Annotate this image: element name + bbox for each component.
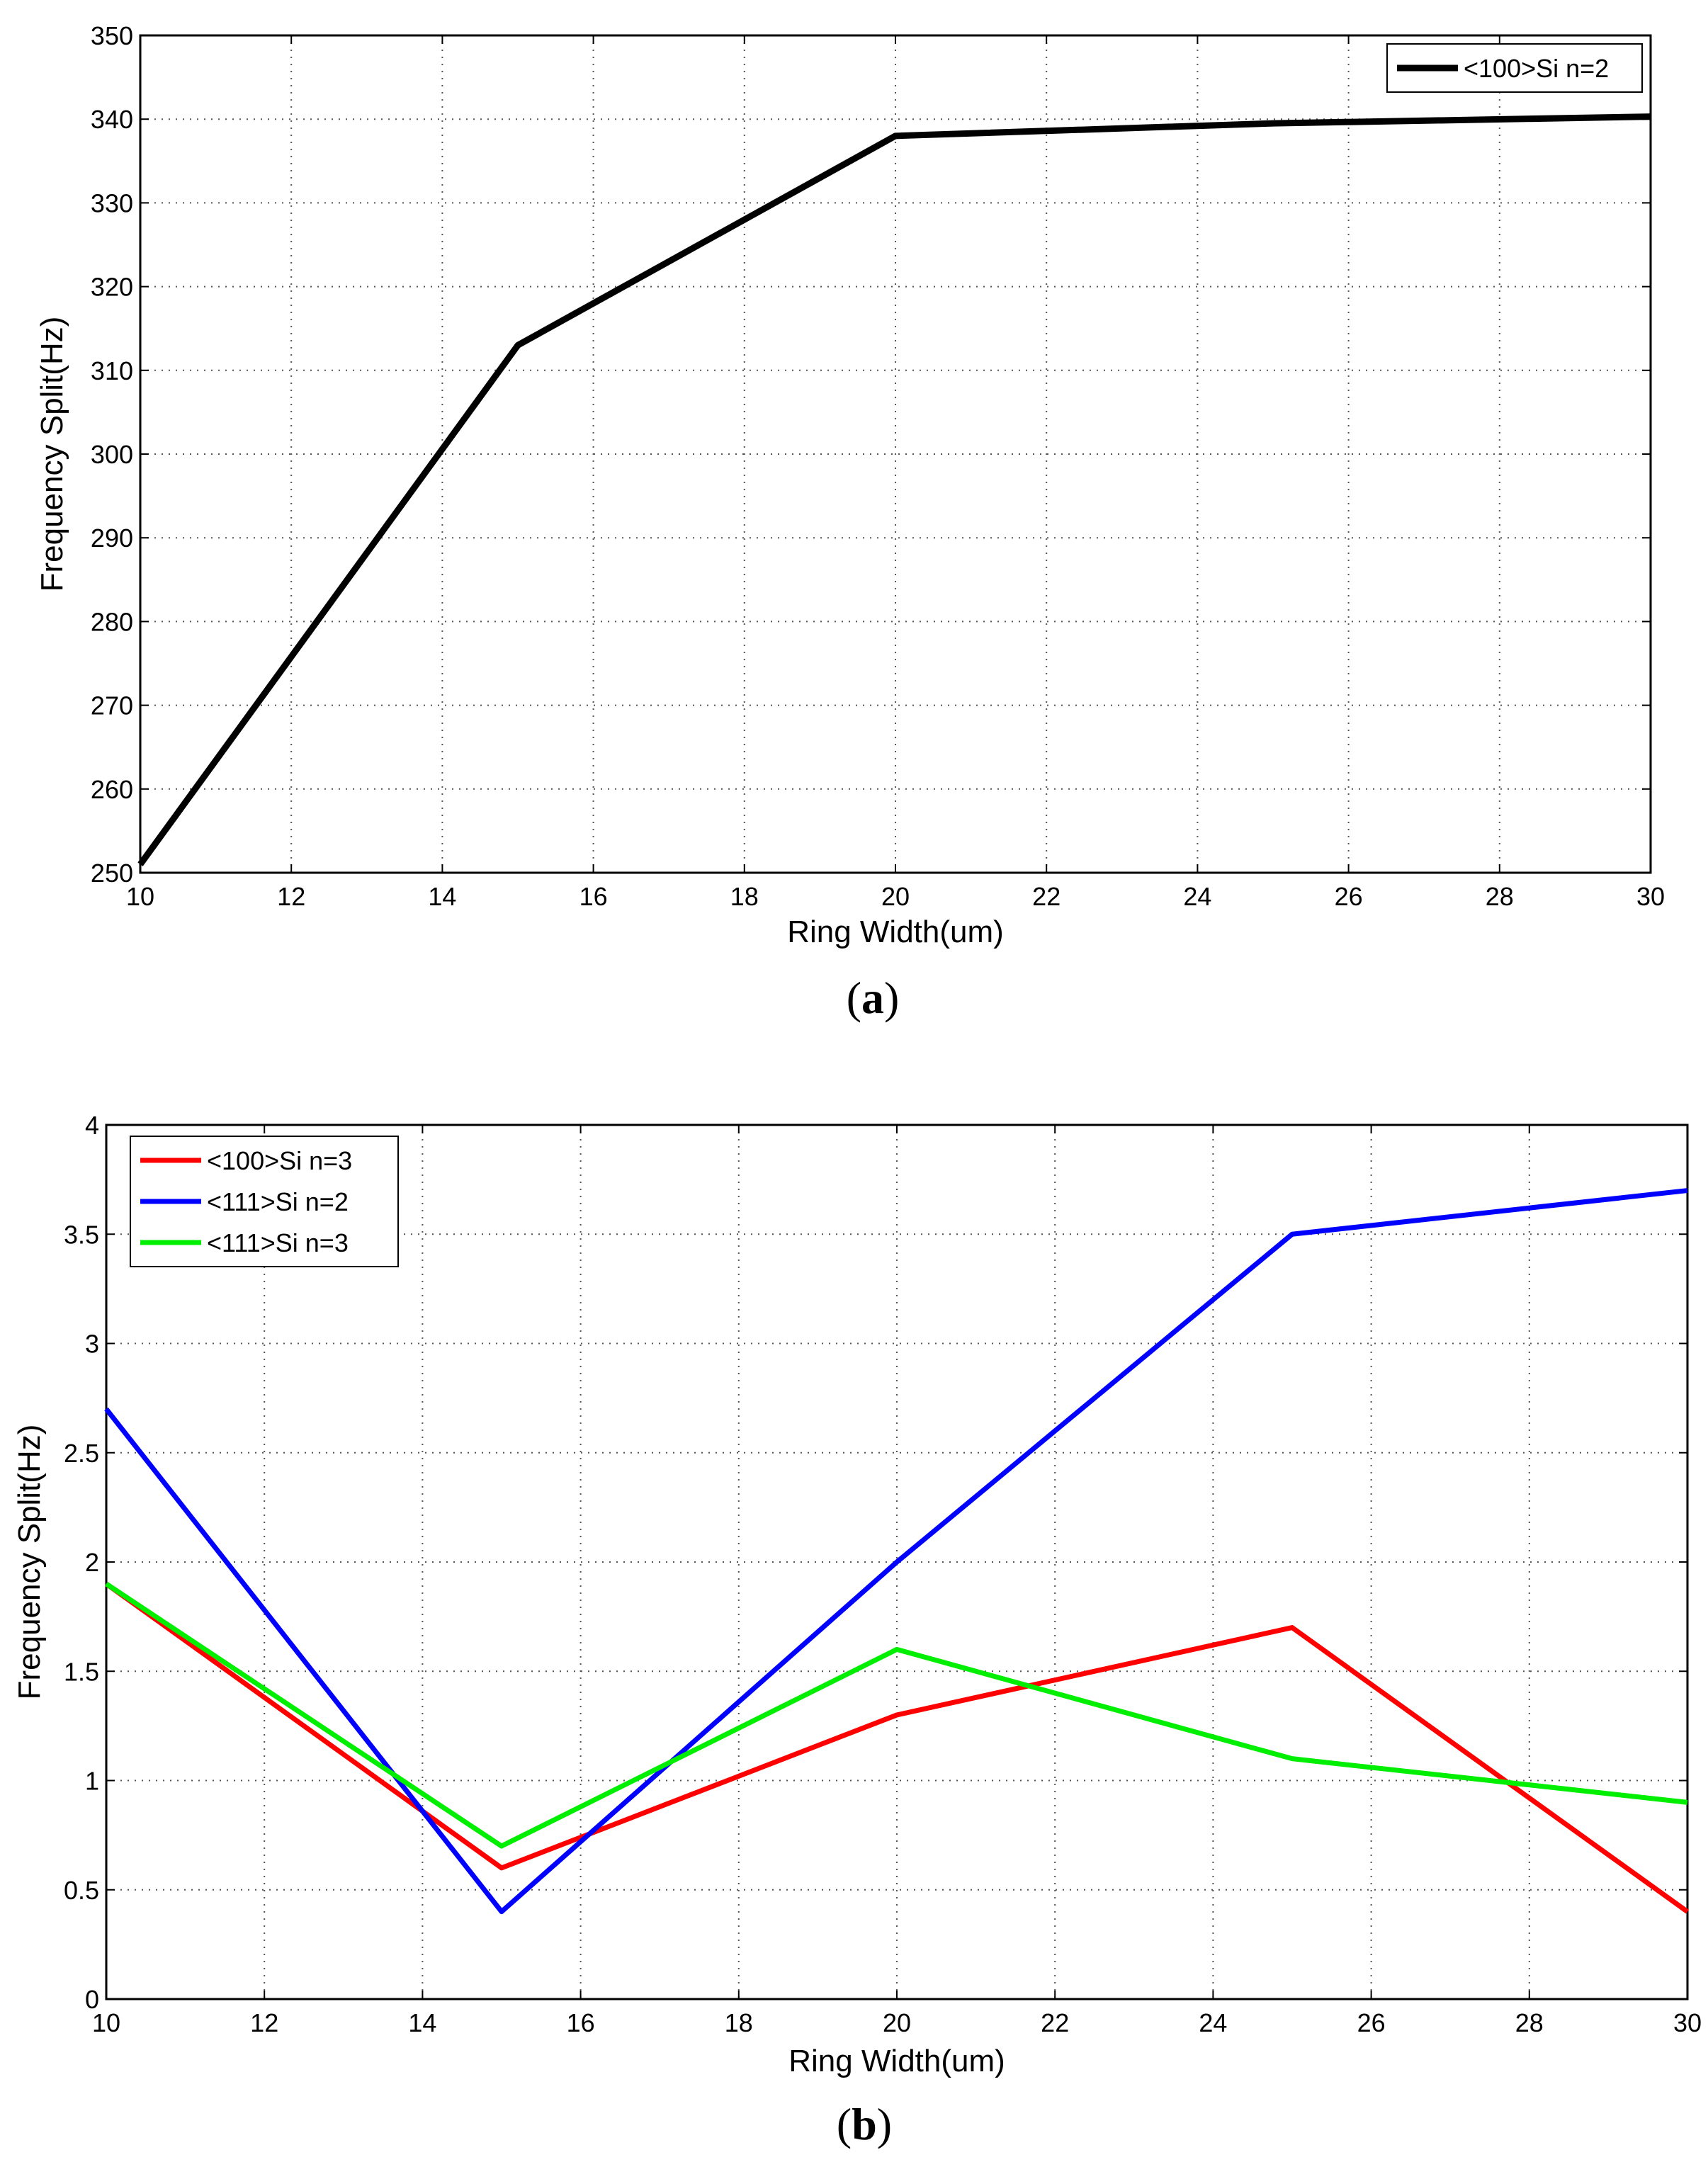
series-line-2 (104, 1188, 1688, 1915)
series-line-1 (137, 113, 1651, 866)
y-tick-label: 280 (91, 607, 133, 636)
panel-label-a: (a) (847, 973, 900, 1023)
x-tick-label: 20 (883, 2008, 911, 2037)
panel-label-b-letter: b (852, 2099, 877, 2149)
series-line-1 (104, 1582, 1690, 1914)
y-tick-label: 310 (91, 356, 133, 385)
y-tick-label: 290 (91, 523, 133, 553)
x-axis-label: Ring Width(um) (787, 915, 1004, 949)
x-tick-label: 12 (277, 882, 305, 911)
y-tick-label: 250 (91, 859, 133, 888)
x-tick-label: 20 (881, 882, 910, 911)
y-tick-label: 2.5 (64, 1439, 99, 1468)
series-line-3 (105, 1581, 1688, 1849)
y-tick-label: 0 (85, 1985, 99, 2014)
y-tick-label: 0.5 (64, 1876, 99, 1905)
legend-label-3: <111>Si n=3 (207, 1228, 349, 1257)
x-tick-label: 16 (567, 2008, 595, 2037)
y-axis-label: Frequency Split(Hz) (35, 317, 69, 592)
x-axis-label: Ring Width(um) (788, 2044, 1005, 2078)
x-tick-label: 24 (1183, 882, 1211, 911)
y-tick-label: 270 (91, 691, 133, 720)
y-tick-label: 350 (91, 21, 133, 50)
x-tick-label: 30 (1673, 2008, 1702, 2037)
x-tick-label: 10 (126, 882, 154, 911)
legend-label-1: <100>Si n=2 (1464, 54, 1609, 83)
x-tick-label: 16 (579, 882, 608, 911)
chart-panel-b: 10 12 14 16 18 20 22 24 26 28 30 0 0.5 1 1.5 2 2.5 3 3.5 4 R… (12, 1111, 1702, 2078)
x-tick-label: 18 (730, 882, 759, 911)
y-tick-label: 320 (91, 273, 133, 302)
y-tick-label: 1 (85, 1767, 99, 1796)
x-tick-label: 12 (250, 2008, 278, 2037)
y-tick-label: 300 (91, 440, 133, 469)
x-tick-label: 22 (1032, 882, 1061, 911)
y-tick-label: 4 (85, 1111, 99, 1140)
panel-label-b: (b) (837, 2099, 892, 2149)
y-tick-label: 340 (91, 105, 133, 134)
x-tick-label: 26 (1357, 2008, 1386, 2037)
x-tick-label: 28 (1486, 882, 1514, 911)
x-tick-label: 10 (92, 2008, 120, 2037)
y-tick-label: 3 (85, 1330, 99, 1359)
y-tick-label: 1.5 (64, 1657, 99, 1686)
x-tick-label: 22 (1041, 2008, 1069, 2037)
legend-label-2: <111>Si n=2 (207, 1187, 349, 1216)
y-tick-label: 3.5 (64, 1220, 99, 1249)
y-tick-label: 260 (91, 775, 133, 804)
x-tick-label: 14 (408, 2008, 436, 2037)
x-tick-label: 14 (428, 882, 456, 911)
panel-label-a-letter: a (861, 973, 884, 1023)
legend-label-1: <100>Si n=3 (207, 1146, 352, 1175)
x-tick-label: 28 (1515, 2008, 1544, 2037)
y-axis-label: Frequency Split(Hz) (12, 1425, 47, 1700)
x-tick-label: 30 (1636, 882, 1665, 911)
x-tick-label: 18 (725, 2008, 753, 2037)
x-tick-label: 26 (1335, 882, 1363, 911)
chart-panel-a: 10 12 14 16 18 20 22 24 26 28 30 250 260 270 280 290 300… (35, 21, 1665, 949)
x-tick-label: 24 (1199, 2008, 1227, 2037)
y-tick-label: 2 (85, 1548, 99, 1577)
y-tick-label: 330 (91, 188, 133, 217)
